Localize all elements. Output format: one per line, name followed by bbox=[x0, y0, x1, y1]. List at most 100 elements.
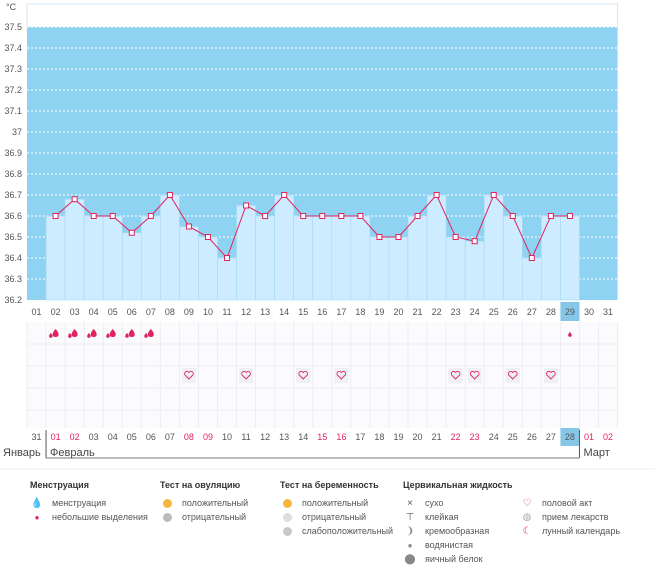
legend-item: небольшие выделения bbox=[52, 512, 148, 522]
temp-point bbox=[433, 192, 440, 198]
legend-item: половой акт bbox=[542, 498, 593, 508]
temp-bar bbox=[83, 215, 104, 301]
x-top-label: 25 bbox=[489, 307, 499, 317]
x-top-label: 10 bbox=[203, 307, 213, 317]
heart-cell bbox=[334, 368, 349, 383]
y-tick-label: 36.4 bbox=[4, 253, 22, 263]
x-top-label: 13 bbox=[260, 307, 270, 317]
temp-point bbox=[52, 213, 59, 219]
x-top-label: 28 bbox=[546, 307, 556, 317]
legend-item: лунный календарь bbox=[542, 526, 621, 536]
y-tick-label: 36.9 bbox=[4, 148, 22, 158]
positive-dot-icon bbox=[282, 498, 292, 508]
temp-point bbox=[262, 213, 269, 219]
x-bottom-label: 24 bbox=[489, 432, 499, 442]
temp-point bbox=[281, 192, 288, 198]
temp-bar bbox=[407, 215, 428, 301]
temp-bar bbox=[312, 215, 333, 301]
temp-point bbox=[414, 213, 421, 219]
heart-icon bbox=[546, 370, 556, 380]
temp-point bbox=[471, 238, 478, 245]
legend-item: положительный bbox=[302, 498, 369, 508]
x-bottom-label: 27 bbox=[546, 432, 556, 442]
legend-item: кремообразная bbox=[425, 526, 490, 536]
weak-positive-dot-icon bbox=[282, 526, 292, 536]
legend: Менструация 💧 менструация ● небольшие выде… bbox=[30, 480, 650, 580]
x-top-label: 21 bbox=[413, 307, 423, 317]
x-bottom-label: 01 bbox=[584, 432, 594, 442]
heart-icon bbox=[184, 370, 194, 380]
spotting-drop-icon bbox=[568, 332, 572, 337]
temp-bar bbox=[541, 215, 561, 301]
heart-icon bbox=[298, 370, 309, 380]
small-drop-icon: ● bbox=[34, 512, 40, 522]
x-top-label: 01 bbox=[32, 307, 42, 317]
x-bottom-label: 06 bbox=[146, 432, 156, 442]
menstruation-drop-icon bbox=[49, 333, 53, 338]
temp-point bbox=[490, 192, 497, 198]
temp-bar bbox=[198, 236, 218, 301]
x-top-label: 23 bbox=[451, 307, 461, 317]
legend-cervical-title: Цервикальная жидкость bbox=[403, 480, 513, 490]
month-label: Январь bbox=[3, 447, 41, 459]
x-bottom-label: 19 bbox=[393, 432, 403, 442]
unit-label: °C bbox=[6, 2, 17, 12]
heart-icon: ♡ bbox=[522, 497, 532, 509]
pill-icon: ◍ bbox=[522, 511, 532, 523]
temp-bar bbox=[521, 257, 542, 301]
y-tick-label: 36.3 bbox=[4, 274, 22, 284]
heart-icon bbox=[507, 370, 518, 380]
x-top-label: 08 bbox=[165, 307, 175, 317]
x-bottom-label: 21 bbox=[432, 432, 442, 442]
x-bottom-label: 04 bbox=[108, 432, 118, 442]
x-top-label: 04 bbox=[89, 307, 99, 317]
heart-cell bbox=[467, 368, 482, 383]
x-top-label: 16 bbox=[317, 307, 327, 317]
legend-item: положительный bbox=[182, 498, 249, 508]
temp-bar bbox=[274, 194, 294, 301]
y-tick-label: 37.3 bbox=[4, 64, 22, 74]
x-top-label: 03 bbox=[70, 307, 80, 317]
x-bottom-label: 20 bbox=[413, 432, 423, 442]
y-tick-label: 37.1 bbox=[4, 106, 22, 116]
x-top-label: 12 bbox=[241, 307, 251, 317]
temp-point bbox=[528, 255, 535, 261]
x-top-label: 05 bbox=[108, 307, 118, 317]
legend-item: слабоположительный bbox=[302, 526, 394, 536]
temp-point bbox=[376, 234, 383, 240]
x-bottom-label: 26 bbox=[527, 432, 537, 442]
menstruation-drop-icon bbox=[52, 329, 59, 337]
temp-point bbox=[509, 213, 516, 219]
temp-bar bbox=[217, 257, 237, 301]
x-bottom-label: 08 bbox=[184, 432, 194, 442]
x-bottom-label: 10 bbox=[222, 432, 232, 442]
temp-point bbox=[90, 213, 97, 219]
x-top-label: 22 bbox=[432, 307, 442, 317]
menstruation-drop-icon bbox=[125, 333, 129, 338]
x-bottom-label: 03 bbox=[89, 432, 99, 442]
x-bottom-label: 15 bbox=[317, 432, 327, 442]
temperature-chart: °C 37.5 37.4 37.3 37.2 37.1 37 36.9 36.8 36.7 36.… bbox=[0, 2, 655, 470]
x-bottom-label: 14 bbox=[298, 432, 308, 442]
legend-item: яичный белок bbox=[425, 554, 483, 564]
x-top-label: 26 bbox=[508, 307, 518, 317]
temp-point bbox=[109, 213, 116, 219]
negative-dot-icon bbox=[282, 512, 292, 522]
y-tick-label: 36.2 bbox=[4, 295, 22, 305]
menstruation-drop-icon bbox=[128, 329, 135, 337]
x-bottom-label: 17 bbox=[355, 432, 365, 442]
temp-point bbox=[243, 202, 250, 209]
egg-white-icon: ⬤ bbox=[404, 553, 416, 565]
x-bottom-label: 31 bbox=[32, 432, 42, 442]
legend-ovulation: Тест на овуляцию положительный отрицател… bbox=[160, 480, 248, 524]
legend-item: сухо bbox=[425, 498, 444, 508]
legend-item: менструация bbox=[52, 498, 107, 508]
watery-icon: ● bbox=[407, 540, 413, 550]
creamy-icon: ❩ bbox=[405, 525, 415, 537]
heart-icon bbox=[241, 370, 251, 380]
x-bottom-label: 28 bbox=[565, 432, 575, 442]
heart-cell bbox=[448, 368, 463, 383]
x-top-label: 27 bbox=[527, 307, 537, 317]
x-bottom-label: 13 bbox=[279, 432, 289, 442]
y-tick-label: 37.2 bbox=[4, 85, 22, 95]
